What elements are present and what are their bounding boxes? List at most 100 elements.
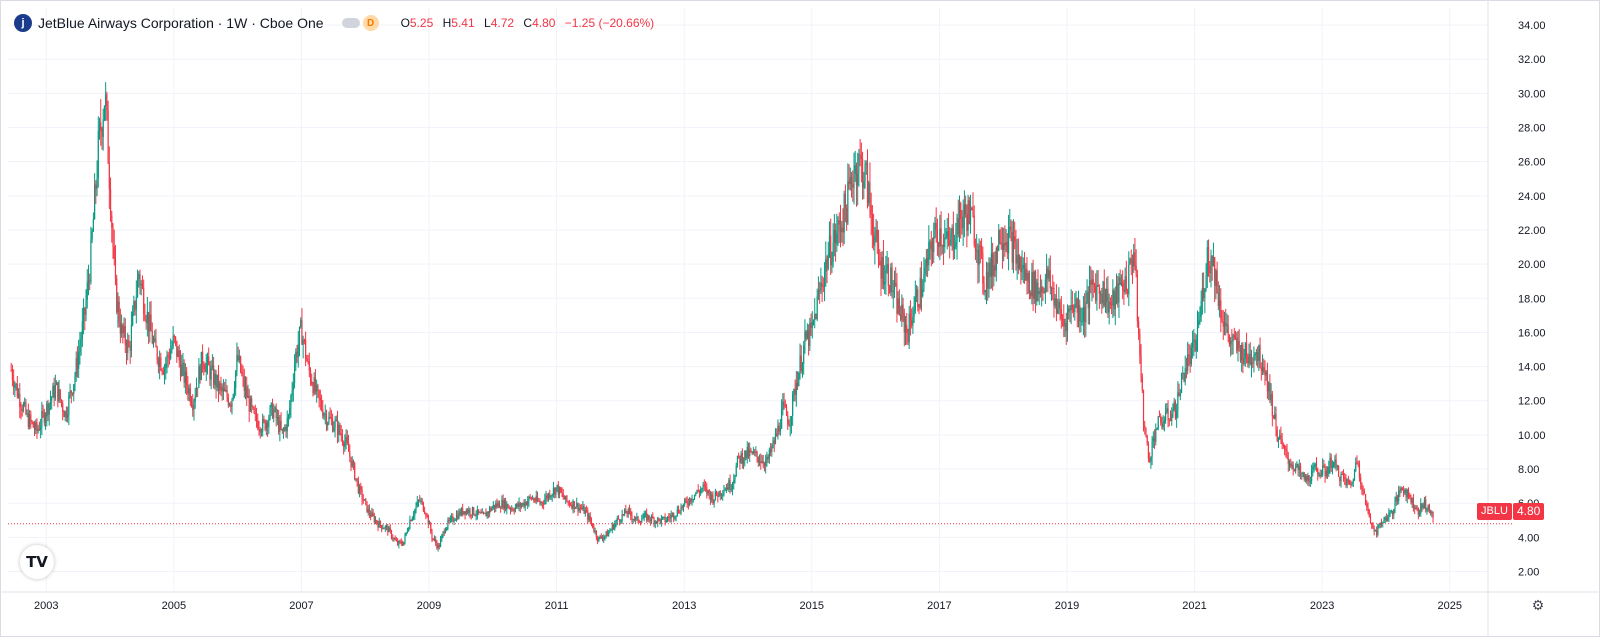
candle-body bbox=[347, 443, 350, 452]
candle-body bbox=[704, 485, 707, 487]
candle-body bbox=[173, 335, 175, 337]
candle-body bbox=[1361, 483, 1363, 490]
tradingview-logo[interactable]: TV bbox=[20, 545, 54, 579]
x-tick-label: 2011 bbox=[545, 600, 569, 612]
candle-body bbox=[741, 453, 743, 464]
candle-body bbox=[503, 500, 505, 509]
candle-body bbox=[1428, 505, 1430, 511]
candle-body bbox=[1118, 277, 1120, 303]
candle-body bbox=[660, 517, 662, 523]
candle-body bbox=[101, 131, 103, 137]
candle-body bbox=[136, 278, 139, 297]
candle-body bbox=[1377, 525, 1379, 535]
candle-body bbox=[1231, 340, 1233, 342]
candle-body bbox=[118, 301, 120, 323]
candle-body bbox=[864, 164, 866, 182]
candle-body bbox=[876, 229, 878, 243]
candle-body bbox=[700, 489, 702, 493]
candle-body bbox=[776, 433, 778, 436]
candle-body bbox=[881, 257, 883, 279]
candle-body bbox=[1253, 355, 1255, 363]
candle-body bbox=[578, 507, 580, 511]
candle-body bbox=[847, 181, 849, 224]
candle-body bbox=[828, 235, 831, 255]
candle-body bbox=[673, 513, 675, 519]
candle-body bbox=[1280, 435, 1282, 440]
candle-body bbox=[918, 306, 920, 308]
candle-body bbox=[1418, 513, 1421, 515]
candle-body bbox=[1337, 466, 1340, 477]
candle-body bbox=[674, 517, 676, 519]
candle-body bbox=[1261, 367, 1264, 371]
candle-body bbox=[204, 369, 206, 372]
visibility-toggle[interactable]: D bbox=[341, 15, 379, 31]
candle-body bbox=[385, 525, 388, 527]
candle-body bbox=[1069, 308, 1071, 311]
candle-body bbox=[11, 370, 14, 380]
candle-body bbox=[1241, 344, 1243, 361]
candle-body bbox=[1128, 264, 1130, 295]
candle-body bbox=[1276, 429, 1278, 442]
candle-body bbox=[1033, 271, 1035, 299]
candle-body bbox=[522, 502, 524, 506]
candle-body bbox=[336, 419, 339, 435]
gear-icon[interactable]: ⚙ bbox=[1531, 596, 1545, 613]
candle-body bbox=[242, 374, 244, 377]
candle-body bbox=[677, 509, 680, 513]
candle-body bbox=[1373, 528, 1375, 532]
candle-body bbox=[957, 218, 959, 235]
close-label: C bbox=[523, 16, 533, 30]
candle-body bbox=[675, 515, 677, 518]
candle-body bbox=[82, 308, 85, 322]
candle-body bbox=[249, 398, 252, 412]
x-tick-label: 2009 bbox=[417, 600, 441, 612]
candle-body bbox=[248, 395, 250, 412]
candle-body bbox=[676, 509, 678, 516]
candle-body bbox=[1304, 476, 1307, 480]
candle-body bbox=[1146, 436, 1148, 444]
candle-body bbox=[1093, 284, 1096, 286]
candle-body bbox=[49, 400, 52, 404]
candle-body bbox=[225, 390, 227, 392]
candle-body bbox=[1212, 256, 1215, 266]
candle-body bbox=[284, 427, 286, 431]
candle-body bbox=[983, 283, 985, 293]
candle-body bbox=[1058, 301, 1060, 309]
candle-body bbox=[733, 480, 735, 484]
candle-body bbox=[1228, 334, 1230, 345]
candle-body bbox=[1022, 264, 1024, 269]
candle-body bbox=[308, 361, 310, 371]
candle-body bbox=[1182, 372, 1184, 375]
candle-body bbox=[839, 224, 842, 233]
candle-body bbox=[1407, 489, 1410, 495]
candle-body bbox=[1409, 494, 1411, 497]
candle-body bbox=[1394, 501, 1396, 510]
candle-body bbox=[630, 510, 632, 516]
candle-body bbox=[846, 208, 848, 224]
candle-body bbox=[160, 357, 162, 371]
candle-body bbox=[94, 184, 96, 220]
candle-body bbox=[1174, 401, 1177, 419]
candle-body bbox=[1129, 258, 1131, 265]
candle-body bbox=[626, 513, 628, 515]
symbol-title[interactable]: JetBlue Airways Corporation · 1W · Cboe … bbox=[38, 15, 324, 31]
candle-body bbox=[758, 461, 761, 463]
candle-body bbox=[100, 122, 102, 132]
candle-body bbox=[287, 415, 290, 419]
candle-body bbox=[439, 539, 442, 547]
candle-body bbox=[1423, 499, 1426, 505]
candle-body bbox=[1150, 456, 1152, 462]
candle-body bbox=[1122, 282, 1124, 290]
candle-body bbox=[1388, 512, 1390, 518]
candle-body bbox=[457, 514, 459, 519]
candle-body bbox=[695, 493, 697, 495]
candle-body bbox=[114, 258, 117, 279]
candle-body bbox=[1380, 522, 1383, 524]
candle-body bbox=[1286, 450, 1288, 459]
candle-body bbox=[1019, 257, 1021, 269]
candle-body bbox=[929, 241, 931, 243]
candle-body bbox=[1258, 345, 1260, 361]
candle-body bbox=[631, 515, 633, 520]
candle-body bbox=[1223, 322, 1226, 327]
